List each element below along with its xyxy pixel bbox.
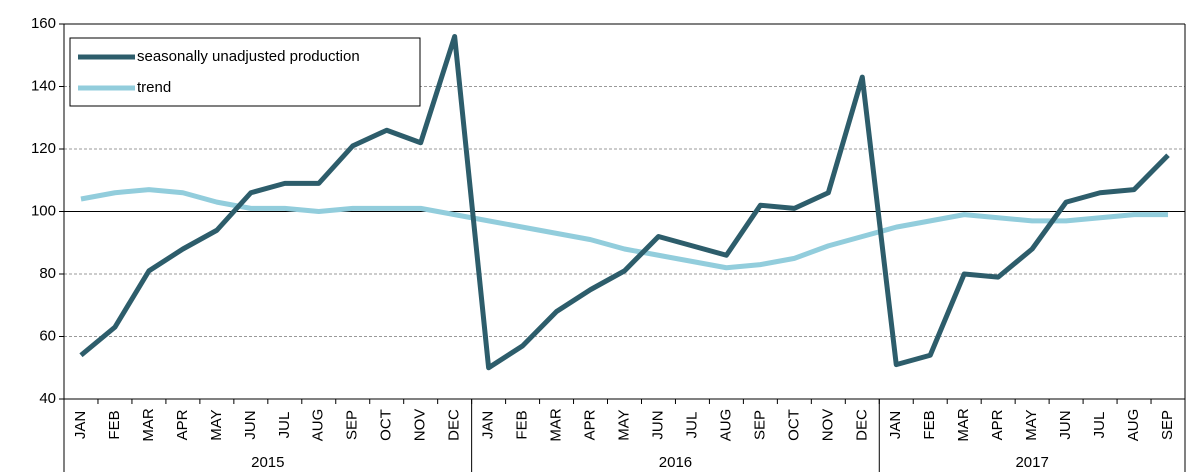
x-tick-label: JAN bbox=[72, 411, 89, 439]
x-tick-label: MAY bbox=[208, 409, 225, 440]
x-group-label: 2017 bbox=[1015, 454, 1048, 471]
legend: seasonally unadjusted production trend bbox=[69, 37, 421, 107]
x-tick-label: MAY bbox=[1023, 409, 1040, 440]
x-tick-label: JAN bbox=[480, 411, 497, 439]
series-line bbox=[80, 187, 1169, 271]
x-group-label: 2016 bbox=[659, 454, 692, 471]
x-tick-label: DEC bbox=[446, 409, 463, 441]
legend-label: trend bbox=[137, 79, 171, 96]
y-tick-label: 80 bbox=[39, 265, 56, 282]
x-group-label: 2015 bbox=[251, 454, 284, 471]
legend-box bbox=[69, 37, 421, 107]
x-tick-label: JUN bbox=[242, 410, 259, 439]
x-tick-label: FEB bbox=[106, 410, 123, 439]
y-tick-label: 120 bbox=[31, 140, 56, 157]
x-tick-label: AUG bbox=[310, 409, 327, 442]
x-tick-label: SEP bbox=[1159, 410, 1176, 440]
x-tick-label: MAR bbox=[548, 408, 565, 442]
x-tick-label: NOV bbox=[412, 409, 429, 442]
x-tick-label: OCT bbox=[378, 409, 395, 441]
x-tick-label: DEC bbox=[853, 409, 870, 441]
y-tick-label: 60 bbox=[39, 327, 56, 344]
x-tick-label: JUN bbox=[649, 410, 666, 439]
x-tick-label: MAR bbox=[955, 408, 972, 442]
x-tick-label: AUG bbox=[1125, 409, 1142, 442]
x-tick-label: APR bbox=[581, 409, 598, 440]
x-tick-label: OCT bbox=[785, 409, 802, 441]
x-tick-label: NOV bbox=[819, 409, 836, 442]
x-tick-label: JUN bbox=[1057, 410, 1074, 439]
x-tick-label: JUL bbox=[683, 412, 700, 439]
y-tick-label: 40 bbox=[39, 390, 56, 407]
x-tick-label: JUL bbox=[276, 412, 293, 439]
x-tick-label: APR bbox=[989, 409, 1006, 440]
x-tick-label: SEP bbox=[751, 410, 768, 440]
x-tick-label: JUL bbox=[1091, 412, 1108, 439]
x-tick-label: APR bbox=[174, 409, 191, 440]
x-tick-label: MAY bbox=[615, 409, 632, 440]
series-line bbox=[79, 34, 1170, 371]
x-tick-label: SEP bbox=[344, 410, 361, 440]
x-tick-label: FEB bbox=[514, 410, 531, 439]
y-tick-label: 160 bbox=[31, 15, 56, 32]
legend-label: seasonally unadjusted production bbox=[137, 48, 360, 65]
x-tick-label: AUG bbox=[717, 409, 734, 442]
y-tick-label: 140 bbox=[31, 77, 56, 94]
y-tick-label: 100 bbox=[31, 202, 56, 219]
x-tick-label: FEB bbox=[921, 410, 938, 439]
x-tick-label: MAR bbox=[140, 408, 157, 442]
x-tick-label: JAN bbox=[887, 411, 904, 439]
